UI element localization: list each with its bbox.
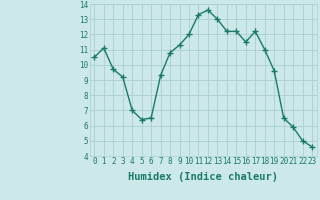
X-axis label: Humidex (Indice chaleur): Humidex (Indice chaleur) <box>128 172 278 182</box>
